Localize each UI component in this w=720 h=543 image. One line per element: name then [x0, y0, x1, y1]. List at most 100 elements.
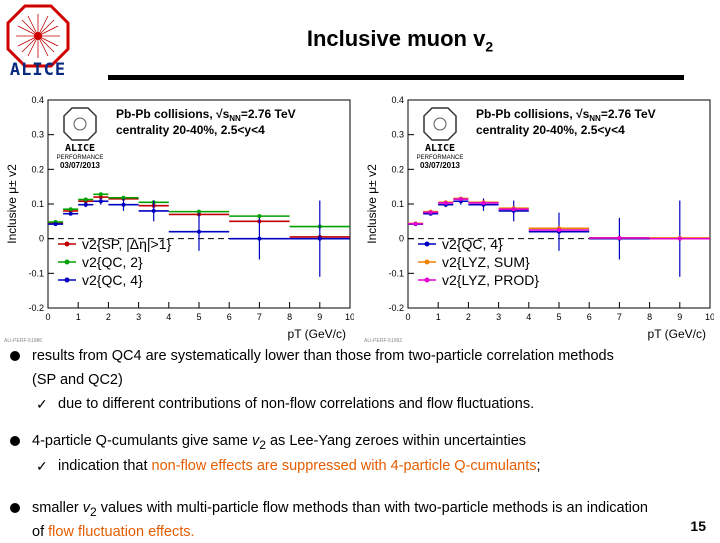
x-tick-label: 7 — [257, 312, 262, 322]
x-tick-label: 8 — [287, 312, 292, 322]
bullet-3-line-2: of flow fluctuation effects. — [32, 524, 195, 540]
data-point — [68, 211, 73, 216]
x-tick-label: 4 — [526, 312, 531, 322]
mini-logo-text: ALICE — [65, 143, 95, 154]
bullet-1-sub: due to different contributions of non-fl… — [58, 396, 535, 412]
bullet-3-line-1: smaller v2 values with multi-particle fl… — [32, 500, 648, 519]
legend-label: v2{SP, |Δη|>1} — [82, 236, 171, 252]
legend-marker — [424, 259, 430, 265]
legend-label: v2{LYZ, SUM} — [442, 254, 530, 270]
x-tick-label: 2 — [466, 312, 471, 322]
bullet-dot — [10, 436, 20, 446]
y-tick-label: -0.2 — [388, 303, 404, 313]
x-tick-label: 4 — [166, 312, 171, 322]
legend-label: v2{QC, 4} — [82, 272, 143, 288]
data-point — [197, 229, 201, 234]
data-point — [53, 222, 58, 227]
x-axis-label: pT (GeV/c) — [648, 327, 706, 341]
y-tick-label: 0.1 — [31, 199, 44, 209]
legend-marker — [424, 277, 430, 283]
alice-logo-text: ALICE — [9, 60, 67, 80]
data-point — [83, 197, 88, 202]
y-tick-label: 0 — [399, 234, 404, 244]
y-tick-label: 0.4 — [31, 95, 44, 105]
y-tick-label: 0.4 — [391, 95, 404, 105]
legend-marker — [64, 277, 70, 283]
x-tick-label: 0 — [45, 312, 50, 322]
data-point — [121, 195, 126, 200]
plot-centrality-label: centrality 20-40%, 2.5<y<4 — [116, 123, 265, 137]
x-tick-label: 8 — [647, 312, 652, 322]
x-tick-label: 6 — [587, 312, 592, 322]
slide-title: Inclusive muon v2 — [306, 26, 494, 55]
x-tick-label: 9 — [317, 312, 322, 322]
check-mark-icon: ✓ — [36, 396, 48, 412]
x-tick-label: 6 — [227, 312, 232, 322]
y-tick-label: 0 — [39, 234, 44, 244]
mini-logo-ring — [433, 117, 447, 131]
page-number: 15 — [690, 518, 706, 534]
bullet-1-line-1: results from QC4 are systematically lowe… — [32, 348, 614, 364]
data-point — [98, 199, 103, 204]
performance-label: PERFORMANCE — [417, 155, 464, 161]
plot-collision-label: Pb-Pb collisions, √sNN=2.76 TeV — [476, 107, 656, 123]
y-tick-label: -0.2 — [28, 303, 44, 313]
x-axis-label: pT (GeV/c) — [288, 327, 346, 341]
x-tick-label: 9 — [677, 312, 682, 322]
plot-footnote: ALI-PERF-51986 — [4, 338, 42, 344]
x-tick-label: 10 — [705, 312, 714, 322]
legend-marker — [424, 241, 430, 247]
data-point — [317, 236, 322, 241]
series-2 — [408, 197, 710, 241]
plot-date-label: 03/07/2013 — [420, 161, 461, 170]
plot-frame — [47, 99, 351, 309]
y-axis-label: Inclusive μ± v2 — [365, 164, 379, 244]
x-tick-label: 3 — [136, 312, 141, 322]
data-point — [257, 236, 262, 241]
data-point — [197, 209, 201, 214]
y-tick-label: 0.3 — [391, 130, 404, 140]
performance-label: PERFORMANCE — [57, 155, 104, 161]
data-point — [617, 235, 622, 240]
x-tick-label: 10 — [345, 312, 354, 322]
legend-label: v2{LYZ, PROD} — [442, 272, 539, 288]
data-point — [98, 192, 103, 197]
data-point — [557, 228, 561, 232]
x-tick-label: 5 — [196, 312, 201, 322]
plot-collision-label: Pb-Pb collisions, √sNN=2.76 TeV — [116, 107, 296, 123]
bullet-dot — [10, 503, 20, 513]
legend-marker — [64, 259, 70, 265]
mini-logo-ring — [73, 117, 87, 131]
left-plot: 0 1 2 3 4 5 6 7 8 9 10 -0.2 -0.1 0 0.1 0.2 0.3 0.4 pT (GeV… — [2, 92, 354, 344]
data-point — [413, 221, 418, 226]
data-point — [443, 200, 448, 205]
x-tick-label: 1 — [436, 312, 441, 322]
alice-logo — [6, 4, 70, 68]
x-tick-label: 5 — [556, 312, 561, 322]
data-point — [511, 207, 516, 212]
data-point — [83, 202, 88, 207]
y-tick-label: -0.1 — [28, 268, 44, 278]
series-2 — [48, 197, 350, 277]
mini-alice-logo-icon — [63, 107, 97, 141]
data-point — [458, 197, 463, 202]
y-tick-label: 0.1 — [391, 199, 404, 209]
x-tick-label: 3 — [496, 312, 501, 322]
data-point — [68, 207, 73, 212]
y-tick-label: 0.2 — [391, 164, 404, 174]
legend-marker — [64, 241, 70, 247]
x-tick-label: 0 — [405, 312, 410, 322]
y-tick-label: -0.1 — [388, 268, 404, 278]
bullet-2-line-1: 4-particle Q-cumulants give same v2 as L… — [32, 433, 527, 452]
x-tick-label: 1 — [76, 312, 81, 322]
data-point — [481, 200, 486, 205]
data-point — [121, 202, 126, 207]
plot-centrality-label: centrality 20-40%, 2.5<y<4 — [476, 123, 625, 137]
bullet-2-sub: indication that non-flow effects are sup… — [58, 458, 541, 474]
data-point — [98, 195, 103, 200]
y-tick-label: 0.2 — [31, 164, 44, 174]
mini-alice-logo-icon — [423, 107, 457, 141]
data-point — [151, 208, 156, 213]
plot-footnote: ALI-PERF-51992 — [364, 338, 402, 344]
check-mark-icon: ✓ — [36, 458, 48, 474]
